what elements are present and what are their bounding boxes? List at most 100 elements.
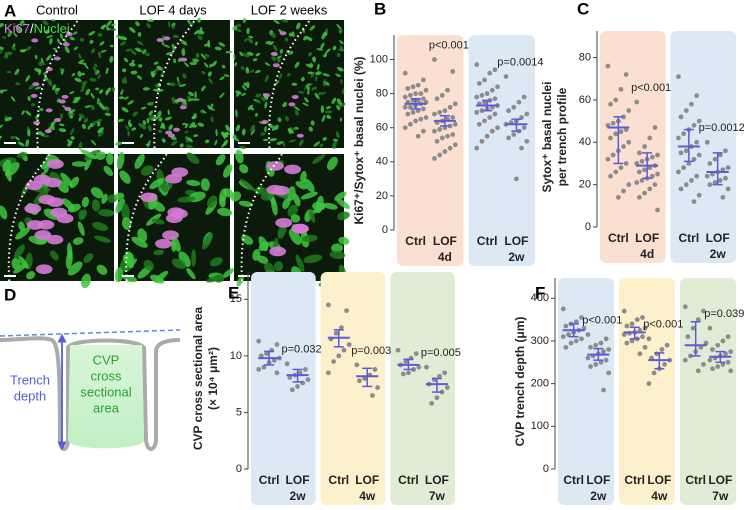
data-point <box>421 128 426 134</box>
data-point <box>415 82 421 88</box>
data-point <box>664 342 670 348</box>
data-point <box>521 94 527 100</box>
nucleus <box>326 106 331 110</box>
data-point <box>513 176 519 182</box>
data-point <box>482 77 487 83</box>
data-point <box>442 149 448 154</box>
basement-outline <box>7 153 51 282</box>
nucleus <box>186 179 201 187</box>
data-point <box>690 325 696 331</box>
nucleus <box>207 71 212 77</box>
nucleus <box>0 205 8 220</box>
category-label: 2w <box>508 250 525 264</box>
nucleus <box>131 236 148 248</box>
nucleus <box>204 53 210 58</box>
nucleus <box>151 218 165 225</box>
ki67-nucleus <box>47 197 64 207</box>
data-point <box>640 315 645 320</box>
nucleus <box>95 118 102 124</box>
basement-outline <box>268 19 311 149</box>
nucleus <box>46 54 52 61</box>
data-point <box>634 180 640 185</box>
nucleus <box>336 52 341 58</box>
category-label: Ctrl <box>624 473 645 487</box>
data-point <box>476 121 482 127</box>
nucleus <box>145 143 151 146</box>
nucleus <box>263 262 275 274</box>
nucleus <box>27 129 31 137</box>
data-point <box>402 104 408 110</box>
nucleus <box>336 104 341 111</box>
nucleus <box>13 263 28 274</box>
p-value: p=0.039 <box>704 308 744 320</box>
nucleus <box>19 49 26 53</box>
nucleus <box>332 138 339 142</box>
nucleus <box>38 62 43 66</box>
nucleus <box>305 83 312 87</box>
nucleus <box>337 211 350 221</box>
nucleus <box>46 35 54 39</box>
ki67-label: Ki67 <box>4 21 30 36</box>
nucleus <box>93 65 98 74</box>
nucleus <box>138 64 143 68</box>
ki67-nucleus <box>62 42 70 47</box>
nucleus <box>180 40 188 46</box>
data-point <box>484 91 490 97</box>
nucleus <box>58 123 65 127</box>
nucleus <box>11 46 16 51</box>
nucleus <box>233 54 236 60</box>
ki67-nucleus <box>45 67 53 72</box>
nucleus <box>312 56 316 62</box>
data-point <box>400 371 406 377</box>
data-point <box>640 334 645 340</box>
data-point <box>573 338 579 344</box>
nucleus <box>147 124 152 132</box>
nucleus <box>303 254 323 264</box>
nucleus <box>89 39 94 44</box>
nucleus <box>312 154 326 164</box>
nucleus <box>234 62 237 67</box>
nucleus <box>14 68 20 76</box>
nucleus <box>105 67 109 75</box>
nucleus <box>187 98 194 102</box>
p-value: p=0.0012 <box>699 122 744 134</box>
data-point <box>585 332 591 337</box>
nucleus <box>277 58 281 63</box>
category-label: Ctrl <box>477 234 498 248</box>
category-label: LOF <box>706 231 730 245</box>
nucleus <box>164 116 172 121</box>
nucleus <box>25 139 30 147</box>
nucleus <box>199 27 203 33</box>
nucleus <box>90 92 95 99</box>
nucleus <box>306 36 313 41</box>
nucleus <box>81 80 88 85</box>
data-point <box>444 385 450 390</box>
data-point <box>681 165 687 171</box>
data-point <box>682 357 688 363</box>
nucleus <box>0 124 4 130</box>
data-point <box>624 340 630 346</box>
nucleus <box>122 68 127 73</box>
data-point <box>678 114 684 120</box>
nucleus <box>137 32 142 37</box>
microscopy-panel <box>0 17 350 289</box>
data-point <box>710 366 715 372</box>
data-point <box>696 118 702 124</box>
nucleus <box>225 50 233 54</box>
nucleus <box>148 110 154 116</box>
column-label: LOF 4 days <box>139 2 207 17</box>
nucleus <box>308 126 313 132</box>
data-point <box>683 182 689 188</box>
data-point <box>637 351 643 357</box>
data-point <box>274 370 280 376</box>
nucleus <box>255 112 258 117</box>
data-point <box>434 96 440 102</box>
nucleus <box>284 115 289 122</box>
nucleus <box>79 62 87 65</box>
nucleus <box>114 266 124 283</box>
nucleus <box>125 251 134 263</box>
data-point <box>482 118 487 124</box>
nucleus <box>322 73 330 77</box>
nucleus <box>71 73 75 77</box>
nucleus <box>279 48 284 54</box>
